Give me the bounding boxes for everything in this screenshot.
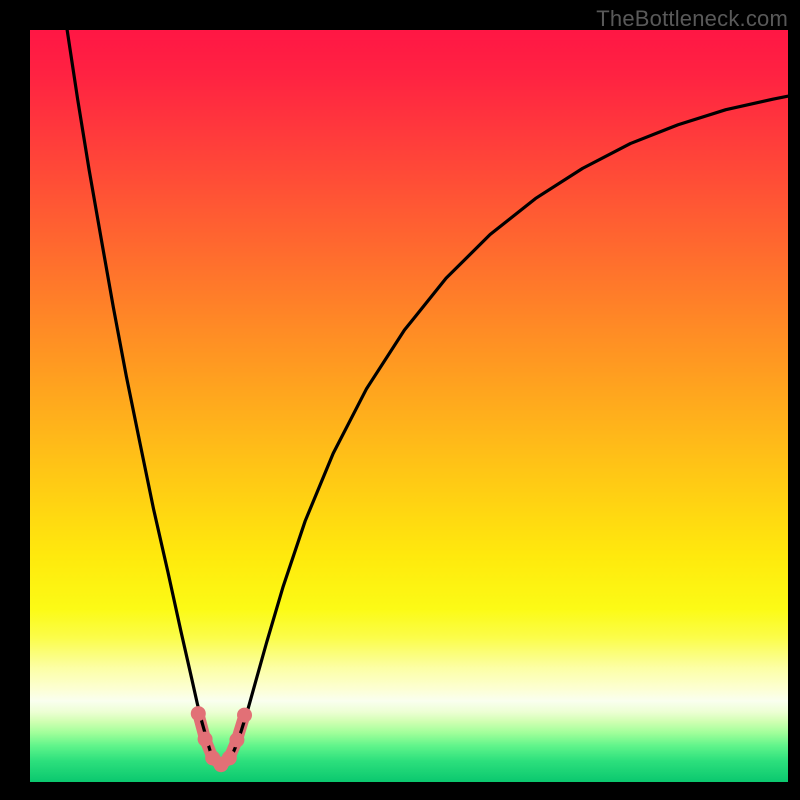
- chart-dot: [229, 732, 244, 747]
- chart-dot: [237, 708, 252, 723]
- chart-dot: [222, 750, 237, 765]
- bottleneck-chart: [30, 30, 788, 782]
- chart-curve-layer: [30, 30, 788, 782]
- watermark-text: TheBottleneck.com: [596, 6, 788, 32]
- chart-dot: [198, 732, 213, 747]
- chart-curve: [67, 30, 788, 767]
- chart-dot: [191, 706, 206, 721]
